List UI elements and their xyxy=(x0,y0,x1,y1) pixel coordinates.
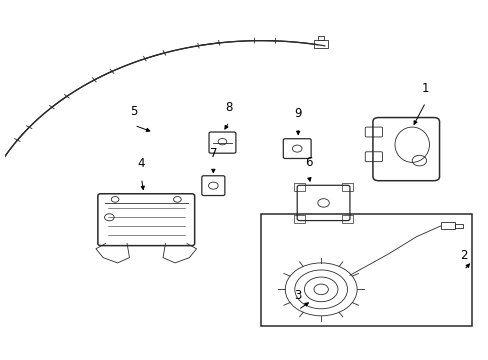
Text: 8: 8 xyxy=(225,101,232,114)
Bar xyxy=(293,215,305,223)
Text: 9: 9 xyxy=(294,107,301,120)
Bar xyxy=(440,222,454,229)
Text: 5: 5 xyxy=(130,104,138,118)
Bar xyxy=(341,183,352,191)
Bar xyxy=(293,183,305,191)
Text: 3: 3 xyxy=(294,289,301,302)
Text: 2: 2 xyxy=(459,249,467,262)
Text: 1: 1 xyxy=(421,82,428,95)
Bar xyxy=(317,36,324,40)
Text: 4: 4 xyxy=(138,157,145,171)
Bar xyxy=(261,213,471,327)
Text: 7: 7 xyxy=(209,147,217,160)
Bar xyxy=(313,40,327,48)
Bar xyxy=(341,215,352,223)
Text: 6: 6 xyxy=(305,156,312,169)
Bar xyxy=(454,224,462,228)
